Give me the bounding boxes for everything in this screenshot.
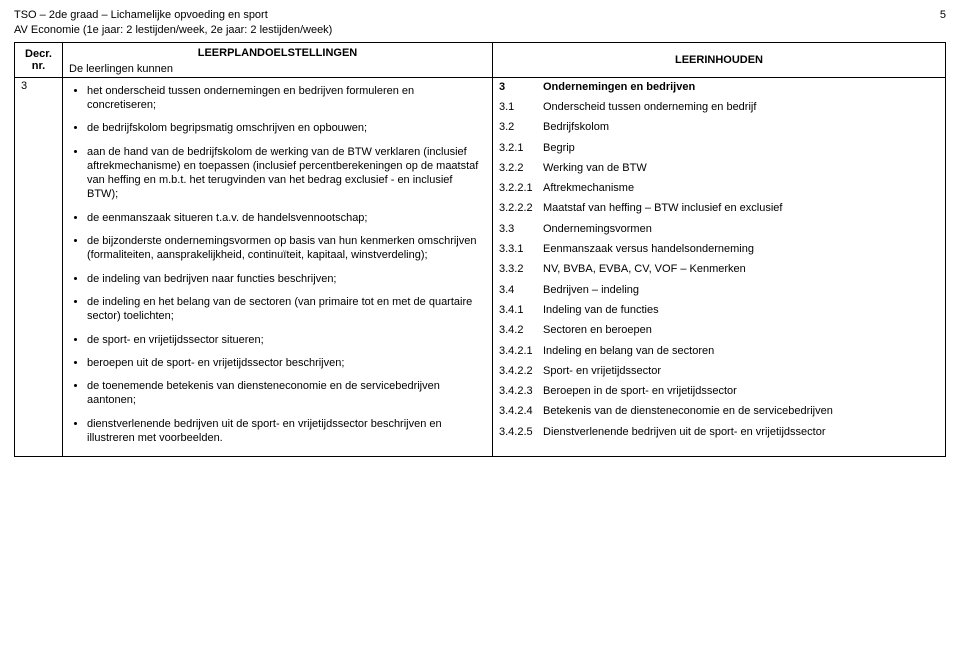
content-item: 3.4Bedrijven – indeling <box>499 283 939 297</box>
content-item: 3.4.2Sectoren en beroepen <box>499 323 939 337</box>
page-number: 5 <box>940 8 946 38</box>
content-item-number: 3.4.2.1 <box>499 344 543 358</box>
content-item: 3.2.2Werking van de BTW <box>499 161 939 175</box>
col-header-content: LEERINHOUDEN <box>493 42 946 77</box>
content-item: 3.4.2.5Dienstverlenende bedrijven uit de… <box>499 425 939 439</box>
content-item-number: 3.2.2 <box>499 161 543 175</box>
goal-item: de eenmanszaak situeren t.a.v. de handel… <box>87 211 486 225</box>
content-item: 3.2Bedrijfskolom <box>499 120 939 134</box>
content-item-number: 3.4.2.3 <box>499 384 543 398</box>
content-item-text: Betekenis van de diensteneconomie en de … <box>543 404 933 418</box>
content-item-number: 3.2.2.1 <box>499 181 543 195</box>
page-header: TSO – 2de graad – Lichamelijke opvoeding… <box>14 8 946 38</box>
header-line-2: AV Economie (1e jaar: 2 lestijden/week, … <box>14 23 332 38</box>
goal-item: de indeling en het belang van de sectore… <box>87 295 486 324</box>
content-list: 3Ondernemingen en bedrijven3.1Onderschei… <box>499 80 939 439</box>
col-header-decr: Decr. nr. <box>15 42 63 77</box>
goal-item: dienstverlenende bedrijven uit de sport-… <box>87 417 486 446</box>
goal-item: aan de hand van de bedrijfskolom de werk… <box>87 145 486 202</box>
content-item: 3.4.2.3Beroepen in de sport- en vrijetij… <box>499 384 939 398</box>
content-title: LEERINHOUDEN <box>499 52 939 68</box>
goals-subtitle: De leerlingen kunnen <box>69 61 486 75</box>
content-item: 3.4.2.2Sport- en vrijetijdssector <box>499 364 939 378</box>
content-item: 3.4.2.4Betekenis van de diensteneconomie… <box>499 404 939 418</box>
goals-list: het onderscheid tussen ondernemingen en … <box>87 84 486 446</box>
content-item-text: NV, BVBA, EVBA, CV, VOF – Kenmerken <box>543 262 933 276</box>
goal-item: de toenemende betekenis van dienstenecon… <box>87 379 486 408</box>
content-item-text: Ondernemingen en bedrijven <box>543 80 933 94</box>
content-item-text: Werking van de BTW <box>543 161 933 175</box>
content-item: 3.3Ondernemingsvormen <box>499 222 939 236</box>
content-item-number: 3.2 <box>499 120 543 134</box>
content-item: 3.4.2.1Indeling en belang van de sectore… <box>499 344 939 358</box>
content-item-number: 3.3.2 <box>499 262 543 276</box>
row-number-cell: 3 <box>15 77 63 457</box>
content-item-number: 3.4.1 <box>499 303 543 317</box>
content-item-text: Eenmanszaak versus handelsonderneming <box>543 242 933 256</box>
content-item-text: Onderscheid tussen onderneming en bedrij… <box>543 100 933 114</box>
goals-title: LEERPLANDOELSTELLINGEN <box>69 45 486 61</box>
goal-item: de indeling van bedrijven naar functies … <box>87 272 486 286</box>
decr-label: Decr. nr. <box>25 48 52 72</box>
content-item-text: Bedrijfskolom <box>543 120 933 134</box>
goal-item: beroepen uit de sport- en vrijetijdssect… <box>87 356 486 370</box>
content-item: 3.2.1Begrip <box>499 141 939 155</box>
content-item: 3.2.2.1Aftrekmechanisme <box>499 181 939 195</box>
content-item-text: Indeling en belang van de sectoren <box>543 344 933 358</box>
content-item-text: Dienstverlenende bedrijven uit de sport-… <box>543 425 933 439</box>
content-item-text: Beroepen in de sport- en vrijetijdssecto… <box>543 384 933 398</box>
curriculum-table: Decr. nr. LEERPLANDOELSTELLINGEN De leer… <box>14 42 946 458</box>
content-item-text: Indeling van de functies <box>543 303 933 317</box>
goal-item: de bijzonderste ondernemingsvormen op ba… <box>87 234 486 263</box>
content-item-number: 3 <box>499 80 543 94</box>
content-item-number: 3.2.2.2 <box>499 201 543 215</box>
goal-item: de bedrijfskolom begripsmatig omschrijve… <box>87 121 486 135</box>
goal-item: het onderscheid tussen ondernemingen en … <box>87 84 486 113</box>
content-item-number: 3.4.2.2 <box>499 364 543 378</box>
content-item: 3.2.2.2Maatstaf van heffing – BTW inclus… <box>499 201 939 215</box>
content-item: 3Ondernemingen en bedrijven <box>499 80 939 94</box>
content-item-number: 3.4.2.4 <box>499 404 543 418</box>
content-item: 3.4.1Indeling van de functies <box>499 303 939 317</box>
content-item-text: Bedrijven – indeling <box>543 283 933 297</box>
content-item-number: 3.1 <box>499 100 543 114</box>
col-header-goals: LEERPLANDOELSTELLINGEN De leerlingen kun… <box>63 42 493 77</box>
goal-item: de sport- en vrijetijdssector situeren; <box>87 333 486 347</box>
content-item-text: Maatstaf van heffing – BTW inclusief en … <box>543 201 933 215</box>
content-item-number: 3.3.1 <box>499 242 543 256</box>
content-item-number: 3.3 <box>499 222 543 236</box>
content-item-text: Sport- en vrijetijdssector <box>543 364 933 378</box>
content-item-number: 3.4 <box>499 283 543 297</box>
content-cell: 3Ondernemingen en bedrijven3.1Onderschei… <box>493 77 946 457</box>
content-item-text: Ondernemingsvormen <box>543 222 933 236</box>
content-item-text: Sectoren en beroepen <box>543 323 933 337</box>
content-item-number: 3.2.1 <box>499 141 543 155</box>
content-item-text: Begrip <box>543 141 933 155</box>
content-item: 3.1Onderscheid tussen onderneming en bed… <box>499 100 939 114</box>
row-number: 3 <box>21 80 27 92</box>
content-item-number: 3.4.2.5 <box>499 425 543 439</box>
content-item-text: Aftrekmechanisme <box>543 181 933 195</box>
goals-cell: het onderscheid tussen ondernemingen en … <box>63 77 493 457</box>
content-item: 3.3.2NV, BVBA, EVBA, CV, VOF – Kenmerken <box>499 262 939 276</box>
content-item: 3.3.1Eenmanszaak versus handelsondernemi… <box>499 242 939 256</box>
header-line-1: TSO – 2de graad – Lichamelijke opvoeding… <box>14 8 332 23</box>
content-item-number: 3.4.2 <box>499 323 543 337</box>
